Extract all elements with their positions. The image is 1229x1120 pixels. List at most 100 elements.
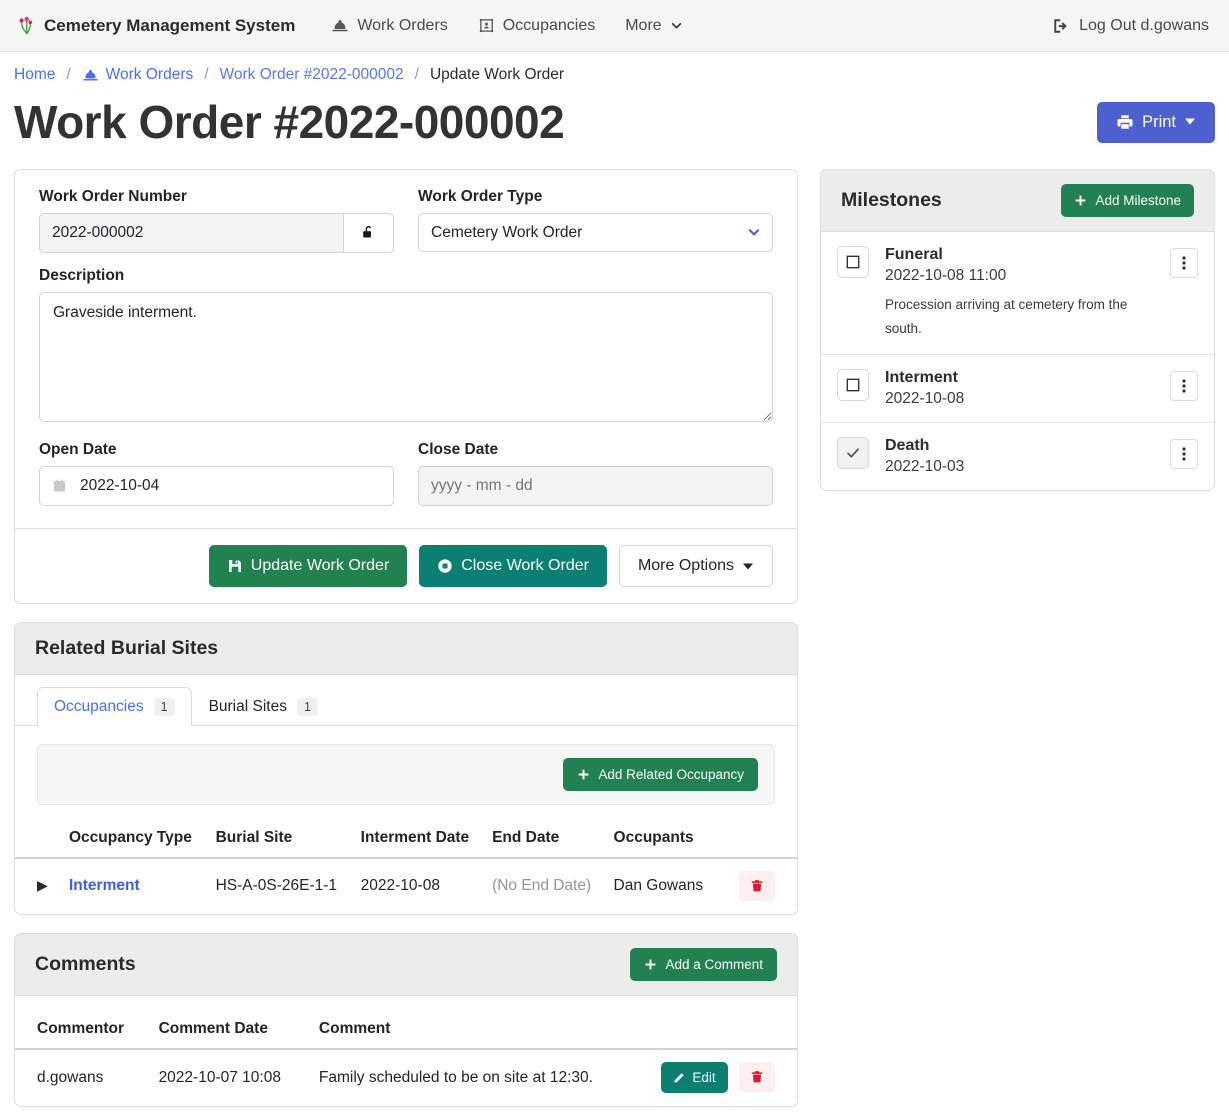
milestone-menu-button[interactable] <box>1170 371 1198 402</box>
tab-occupancies[interactable]: Occupancies 1 <box>37 686 192 727</box>
brand-label: Cemetery Management System <box>44 15 296 35</box>
col-comment-date: Comment Date <box>150 1010 311 1051</box>
more-options-button[interactable]: More Options <box>618 544 773 587</box>
side-column: Milestones Add Milestone Funeral 2022-10 <box>820 168 1215 509</box>
milestone-date: 2022-10-08 <box>885 390 965 408</box>
open-date-input[interactable] <box>39 465 394 506</box>
tab-occupancies-label: Occupancies <box>54 698 144 716</box>
add-related-occupancy-button[interactable]: Add Related Occupancy <box>563 758 758 792</box>
vertical-dots-icon <box>1182 256 1186 270</box>
trash-icon <box>750 879 764 893</box>
delete-occupancy-button[interactable] <box>739 871 775 902</box>
breadcrumb-work-order[interactable]: Work Order #2022-000002 <box>219 66 404 83</box>
cell-occupancy-type: Interment <box>61 858 208 914</box>
milestones-card: Milestones Add Milestone Funeral 2022-10 <box>820 168 1215 492</box>
field-work-order-type: Work Order Type Cemetery Work Order <box>418 188 773 253</box>
occupancy-type-link[interactable]: Interment <box>69 877 140 895</box>
delete-comment-button[interactable] <box>739 1062 775 1093</box>
col-occupants: Occupants <box>605 819 717 860</box>
breadcrumb-separator: / <box>414 66 419 83</box>
milestone-checkbox[interactable] <box>837 245 869 278</box>
close-date-input[interactable] <box>418 465 773 506</box>
trash-icon <box>750 1070 764 1084</box>
vertical-dots-icon <box>1182 379 1186 393</box>
close-date-wrap <box>418 465 773 506</box>
comments-card: Comments Add a Comment Commentor Comment… <box>14 933 798 1108</box>
milestone-checkbox[interactable] <box>837 437 869 470</box>
more-options-label: More Options <box>637 556 734 574</box>
plus-icon <box>1074 194 1087 207</box>
logout-link[interactable]: Log Out d.gowans <box>1048 11 1213 41</box>
breadcrumb: Home / Work Orders / Work Order #2022-00… <box>0 52 1229 92</box>
main-column: Work Order Number <box>14 168 798 1120</box>
checkbox-empty-icon <box>846 255 860 269</box>
work-order-number-label: Work Order Number <box>39 187 187 205</box>
sign-out-icon <box>1052 17 1070 35</box>
nav-link-occupancies[interactable]: Occupancies <box>468 11 606 41</box>
update-work-order-button[interactable]: Update Work Order <box>208 544 408 587</box>
brand[interactable]: Cemetery Management System <box>16 16 295 36</box>
table-row: d.gowans 2022-10-07 10:08 Family schedul… <box>15 1049 797 1106</box>
list-item: Funeral 2022-10-08 11:00 Procession arri… <box>821 232 1214 356</box>
open-date-label: Open Date <box>39 440 117 458</box>
table-header-row: Occupancy Type Burial Site Interment Dat… <box>15 819 797 860</box>
occupancies-table-body: ▶ Interment HS-A-0S-26E-1-1 2022-10-08 (… <box>15 858 797 914</box>
field-description: Description Graveside interment. <box>39 267 773 427</box>
breadcrumb-separator: / <box>66 66 71 83</box>
milestones-header: Milestones Add Milestone <box>821 169 1214 232</box>
expand-cell: ▶ <box>15 858 61 914</box>
col-end-date: End Date <box>484 819 606 860</box>
check-icon <box>845 445 861 461</box>
work-order-type-select[interactable]: Cemetery Work Order <box>418 212 773 252</box>
milestone-menu-button[interactable] <box>1170 247 1198 278</box>
comments-table: Commentor Comment Date Comment d.gowans … <box>15 1010 797 1106</box>
description-label: Description <box>39 266 125 284</box>
close-work-order-label: Close Work Order <box>461 556 589 574</box>
milestone-menu-button[interactable] <box>1170 439 1198 470</box>
unlock-button[interactable] <box>344 212 394 253</box>
work-order-number-input[interactable] <box>39 212 344 253</box>
tab-burial-sites[interactable]: Burial Sites 1 <box>192 687 335 727</box>
update-work-order-label: Update Work Order <box>250 556 390 574</box>
cell-occupants: Dan Gowans <box>613 877 704 895</box>
vertical-dots-icon <box>1182 447 1186 461</box>
milestone-body: Funeral 2022-10-08 11:00 Procession arri… <box>885 246 1154 340</box>
tab-burial-sites-count: 1 <box>296 697 318 717</box>
cell-actions <box>717 858 797 914</box>
edit-comment-button[interactable]: Edit <box>661 1062 728 1094</box>
stop-circle-icon <box>437 558 453 574</box>
close-work-order-button[interactable]: Close Work Order <box>419 544 607 587</box>
hard-hat-icon <box>331 17 349 35</box>
col-commentor: Commentor <box>15 1010 151 1051</box>
add-comment-button[interactable]: Add a Comment <box>630 948 777 982</box>
comments-table-body: d.gowans 2022-10-07 10:08 Family schedul… <box>15 1049 797 1106</box>
add-milestone-button[interactable]: Add Milestone <box>1061 183 1194 217</box>
col-actions <box>717 819 797 860</box>
breadcrumb-home[interactable]: Home <box>14 66 56 83</box>
description-textarea[interactable]: Graveside interment. <box>39 291 773 422</box>
add-related-occupancy-label: Add Related Occupancy <box>598 767 744 783</box>
milestone-body: Interment 2022-10-08 <box>885 369 1154 408</box>
page-header: Work Order #2022-000002 Print <box>0 96 1229 149</box>
cell-interment-date: 2022-10-08 <box>360 877 440 895</box>
monument-icon <box>478 17 495 34</box>
add-milestone-label: Add Milestone <box>1095 192 1181 208</box>
triangle-right-icon[interactable]: ▶ <box>37 877 48 894</box>
print-label: Print <box>1142 112 1176 131</box>
cell-actions: Edit <box>647 1049 797 1106</box>
close-date-label: Close Date <box>418 440 499 458</box>
tab-burial-sites-label: Burial Sites <box>208 698 287 716</box>
breadcrumb-work-orders[interactable]: Work Orders <box>82 66 193 84</box>
nav-label-more: More <box>625 16 662 34</box>
comments-title: Comments <box>35 953 136 976</box>
page-content: Work Order Number <box>0 168 1229 1120</box>
page-title: Work Order #2022-000002 <box>14 96 565 148</box>
milestone-checkbox[interactable] <box>837 369 869 402</box>
nav-link-work-orders[interactable]: Work Orders <box>321 11 457 41</box>
work-order-form-card: Work Order Number <box>14 168 798 604</box>
nav-link-more[interactable]: More <box>615 11 692 41</box>
breadcrumb-separator: / <box>204 66 209 83</box>
milestone-description: Procession arriving at cemetery from the… <box>885 296 1128 336</box>
related-burial-sites-header: Related Burial Sites <box>15 622 797 675</box>
print-button[interactable]: Print <box>1097 101 1215 143</box>
